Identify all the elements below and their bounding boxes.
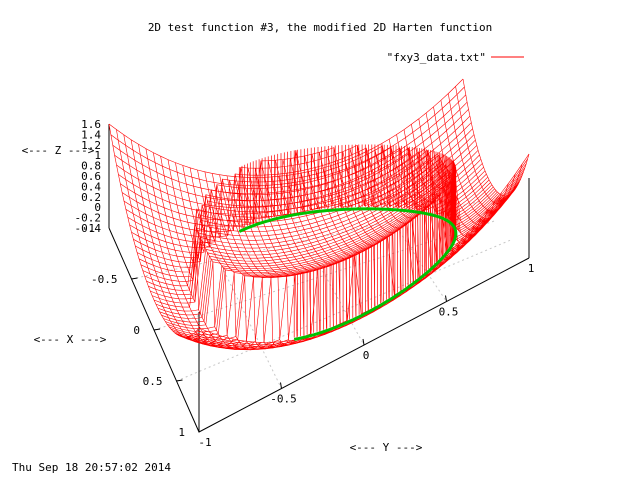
y-axis-label: <--- Y ---> [350,441,423,454]
legend-label: "fxy3_data.txt" [387,51,486,64]
x-tick-label: -1 [82,222,95,235]
surface-step-wall [238,144,457,338]
grid-line-y [285,205,365,346]
surface-lines-y [108,78,530,351]
x-ticks: -1 -0.5 0 0.5 1 [82,222,185,439]
z-tick-label: 0.8 [81,160,101,173]
y-tick-mark [445,295,447,302]
z-tick-label: 1.2 [81,139,101,152]
z-tick-label: 1.4 [81,128,101,141]
y-tick-label: -1 [198,436,211,449]
x-tick-label: 0.5 [143,375,163,388]
z-tick-label: 0.4 [81,180,101,193]
z-tick-label: 0.2 [81,191,101,204]
z-tick-label: 0.6 [81,170,101,183]
y-tick-label: 0.5 [439,306,459,319]
x-tick-label: 0 [133,324,140,337]
y-tick-label: 1 [528,262,535,275]
legend: "fxy3_data.txt" [387,51,524,64]
x-tick-label: -0.5 [91,273,118,286]
y-ticks: -1 -0.5 0 0.5 1 [198,262,534,449]
x-tick-label: 1 [178,426,185,439]
z-tick-label: 1 [94,149,101,162]
z-tick-label: 1.6 [81,118,101,131]
timestamp: Thu Sep 18 20:57:02 2014 [12,461,171,474]
z-tick-label: -0.2 [75,212,102,225]
y-tick-label: -0.5 [270,393,297,406]
surface-mesh [108,78,530,351]
x-tick-mark [153,328,161,331]
z-tick-label: -0.4 [75,222,102,235]
surface-underside [238,207,458,341]
z-ticks: 1.61.41.210.80.60.40.20-0.2-0.4 [75,118,102,235]
x-tick-mark [176,379,183,382]
x-axis-label: <--- X ---> [34,333,107,346]
y-tick-mark [280,382,282,389]
y-tick-label: 0 [363,349,370,362]
y-tick-mark [362,338,365,346]
chart-title: 2D test function #3, the modified 2D Har… [148,21,492,34]
x-tick-mark [131,277,138,280]
z-axis-label: <--- Z ---> [22,144,95,157]
z-tick-label: 0 [94,201,101,214]
grid-line-x [176,238,513,382]
